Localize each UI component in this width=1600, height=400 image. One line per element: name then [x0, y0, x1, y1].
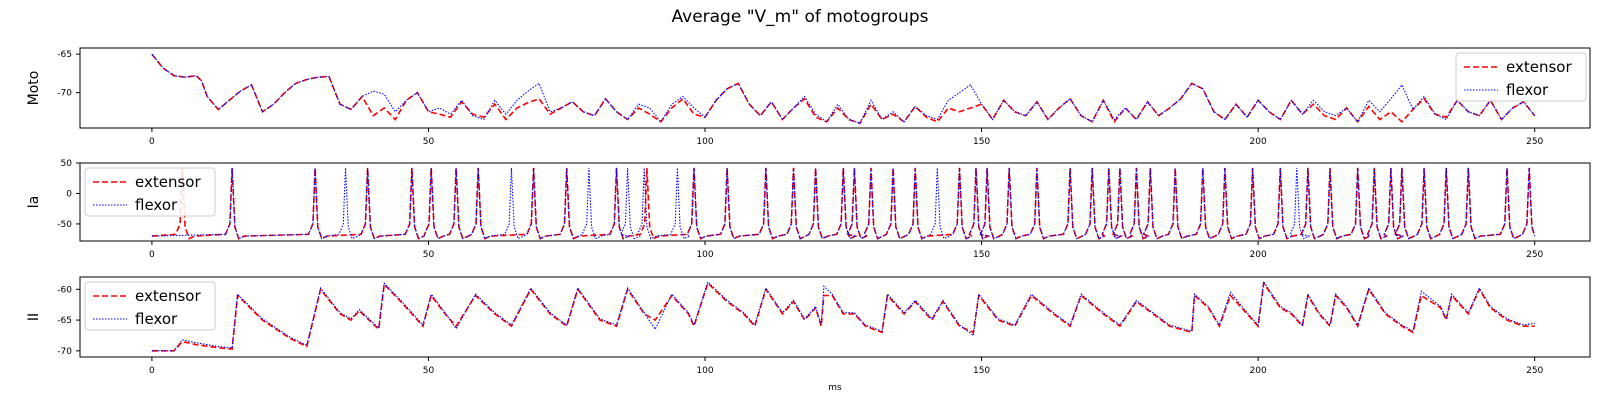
subplot-3: 0 50 100 150 200 250 -60 -65 -70 II ms extensor flex…	[26, 276, 1591, 393]
y-tick-label: -65	[57, 316, 72, 326]
y-tick-label: 0	[66, 189, 72, 199]
legend-box	[1455, 52, 1587, 102]
legend-box	[84, 167, 216, 217]
x-tick-label: 150	[973, 366, 990, 376]
axes-frame	[79, 276, 1591, 358]
legend-label-extensor: extensor	[135, 173, 201, 191]
x-tick-label: 50	[423, 366, 435, 376]
series-line-flexor	[151, 167, 1536, 240]
x-tick-label: 150	[973, 137, 990, 147]
axes-frame	[79, 162, 1591, 242]
series-line-flexor	[151, 53, 1536, 125]
x-tick-label: 100	[696, 137, 713, 147]
legend-label-extensor: extensor	[1506, 58, 1572, 76]
y-tick-label: -50	[57, 220, 72, 230]
legend: extensor flexor	[84, 281, 216, 331]
series-line-extensor	[151, 280, 1535, 352]
x-tick-label: 200	[1250, 250, 1267, 260]
y-tick-label: -60	[57, 285, 72, 295]
y-axis-label: Moto	[26, 71, 42, 106]
x-tick-label: 200	[1250, 137, 1267, 147]
x-tick-label: 0	[149, 366, 155, 376]
x-tick-label: 150	[973, 250, 990, 260]
legend-label-extensor: extensor	[135, 287, 201, 305]
panels: 0 50 100 150 200 250-65-70Motoextensorflexor0…	[26, 47, 1591, 393]
legend-box	[84, 281, 216, 331]
x-tick-label: 100	[696, 250, 713, 260]
y-tick-label: -70	[57, 347, 72, 357]
x-tick-label: 250	[1526, 137, 1543, 147]
subplot-1: 0 50 100 150 200 250 -65 -70 Moto extensor flexor	[26, 47, 1591, 147]
x-tick-label: 50	[423, 250, 435, 260]
y-tick-label: 50	[61, 159, 73, 169]
subplot-2: 0 50 100 150 200 250 50 0 -50 Ia extensor flexor	[26, 159, 1591, 260]
legend-label-flexor: flexor	[135, 196, 178, 214]
x-tick-label: 250	[1526, 250, 1543, 260]
y-tick-label: -65	[57, 50, 72, 60]
y-axis-label: Ia	[26, 196, 42, 209]
x-tick-label: 100	[696, 366, 713, 376]
legend-label-flexor: flexor	[1506, 81, 1549, 99]
legend: extensor flexor	[84, 167, 216, 217]
x-tick-label: 0	[149, 250, 155, 260]
x-tick-label: 250	[1526, 366, 1543, 376]
x-tick-label: 200	[1250, 366, 1267, 376]
legend-label-flexor: flexor	[135, 310, 178, 328]
x-tick-label: 0	[149, 137, 155, 147]
figure-title: Average "V_m" of motogroups	[672, 7, 929, 27]
series-line-flexor	[151, 280, 1535, 352]
x-tick-label: 50	[423, 137, 435, 147]
y-axis-label: II	[26, 313, 42, 321]
series-line-extensor	[151, 53, 1536, 125]
y-tick-label: -70	[57, 89, 72, 99]
legend: extensor flexor	[1455, 52, 1587, 102]
axes-frame	[79, 47, 1591, 129]
x-axis-label: ms	[828, 383, 842, 393]
series-line-extensor	[151, 167, 1536, 240]
